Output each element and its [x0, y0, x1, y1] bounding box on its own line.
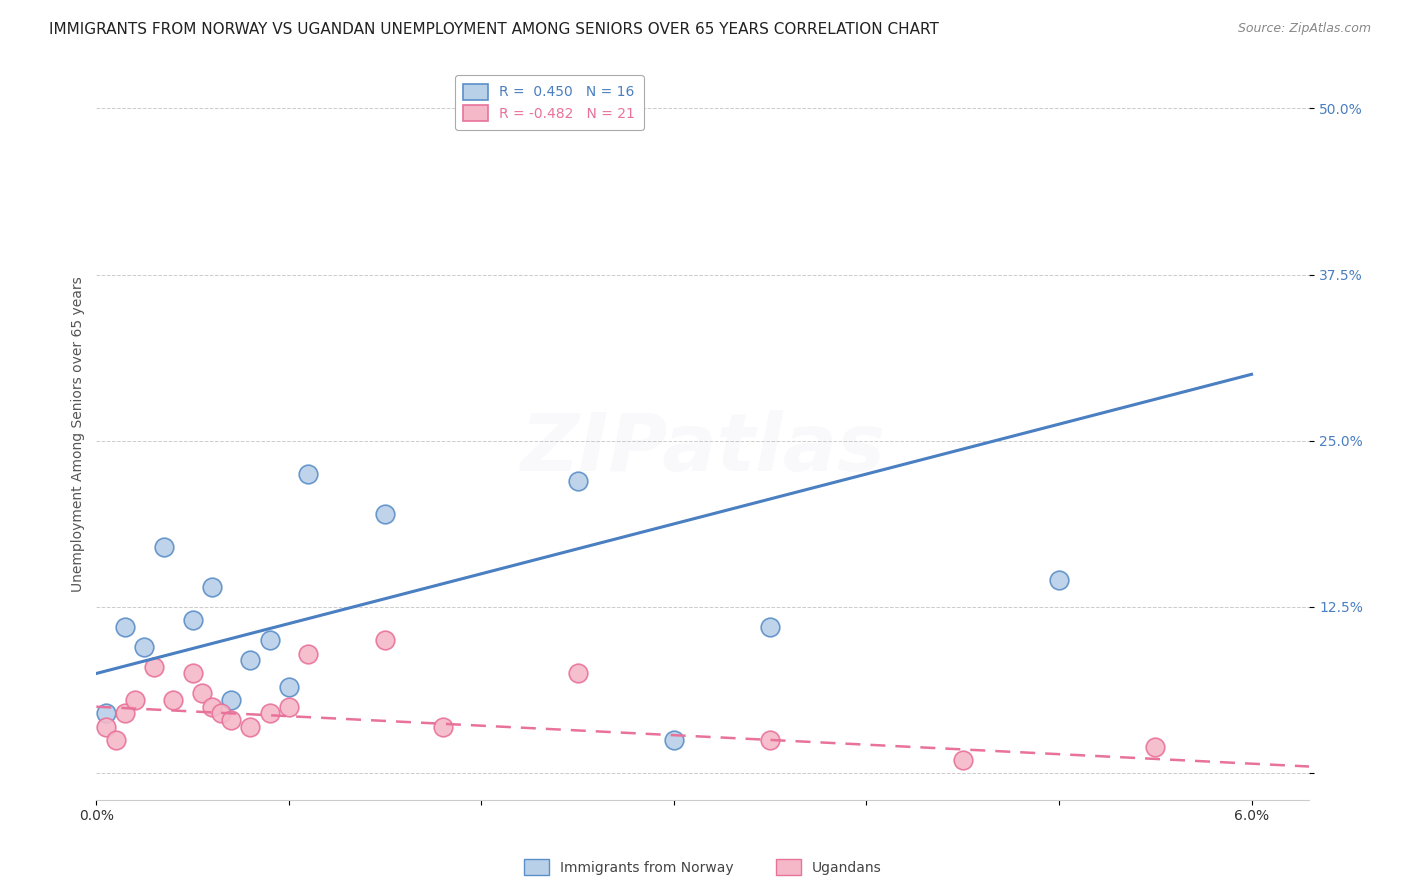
- Text: ZIPatlas: ZIPatlas: [520, 409, 886, 488]
- Point: [239, 653, 262, 667]
- Point: [259, 633, 281, 648]
- Text: Source: ZipAtlas.com: Source: ZipAtlas.com: [1237, 22, 1371, 36]
- Point: [219, 713, 242, 727]
- Point: [297, 647, 319, 661]
- Legend: R =  0.450   N = 16, R = -0.482   N = 21: R = 0.450 N = 16, R = -0.482 N = 21: [456, 76, 644, 129]
- Point: [114, 706, 136, 721]
- Point: [374, 633, 396, 648]
- Point: [219, 693, 242, 707]
- Point: [94, 706, 117, 721]
- Point: [259, 706, 281, 721]
- Point: [759, 620, 782, 634]
- Point: [181, 666, 204, 681]
- Point: [759, 733, 782, 747]
- Point: [277, 699, 299, 714]
- Point: [104, 733, 127, 747]
- Point: [143, 660, 166, 674]
- Legend: Immigrants from Norway, Ugandans: Immigrants from Norway, Ugandans: [519, 854, 887, 880]
- Point: [124, 693, 146, 707]
- Point: [152, 540, 174, 554]
- Point: [239, 720, 262, 734]
- Text: IMMIGRANTS FROM NORWAY VS UGANDAN UNEMPLOYMENT AMONG SENIORS OVER 65 YEARS CORRE: IMMIGRANTS FROM NORWAY VS UGANDAN UNEMPL…: [49, 22, 939, 37]
- Point: [297, 467, 319, 481]
- Point: [181, 613, 204, 627]
- Point: [1047, 574, 1070, 588]
- Point: [162, 693, 184, 707]
- Point: [134, 640, 156, 654]
- Point: [211, 706, 233, 721]
- Point: [432, 720, 454, 734]
- Point: [114, 620, 136, 634]
- Point: [201, 580, 224, 594]
- Point: [374, 507, 396, 521]
- Point: [191, 686, 214, 700]
- Point: [567, 666, 589, 681]
- Y-axis label: Unemployment Among Seniors over 65 years: Unemployment Among Seniors over 65 years: [72, 277, 86, 592]
- Point: [201, 699, 224, 714]
- Point: [277, 680, 299, 694]
- Point: [952, 753, 974, 767]
- Point: [662, 733, 685, 747]
- Point: [567, 474, 589, 488]
- Point: [94, 720, 117, 734]
- Point: [1144, 739, 1167, 754]
